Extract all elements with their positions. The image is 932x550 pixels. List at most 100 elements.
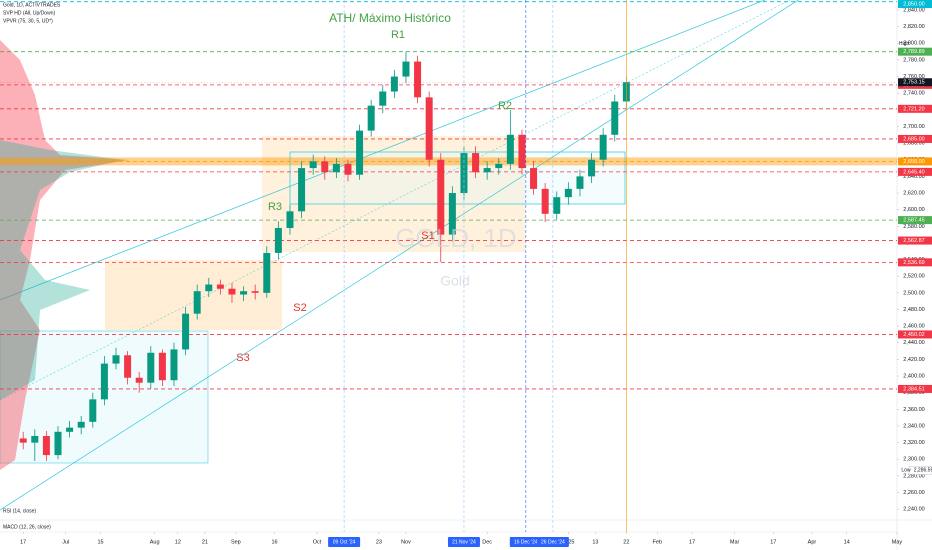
level-tag: [898, 384, 932, 393]
y-tick-label: 2,280.00: [903, 473, 924, 479]
level-tag-label: 2,658.00: [903, 159, 924, 165]
extreme-name: High: [899, 41, 910, 47]
candle-body: [298, 168, 306, 212]
level-tag-label: 2,789.89: [903, 49, 924, 55]
candle-body: [472, 153, 480, 173]
candle-body: [135, 377, 143, 383]
candle-body: [100, 363, 108, 400]
header-text: SVP HD (All, Up/Down): [3, 10, 55, 16]
annotation: S1: [421, 230, 434, 242]
candle-body: [216, 284, 224, 289]
candle-body: [599, 134, 607, 160]
indicator-label: RSI (14, close): [3, 508, 36, 514]
y-tick-label: 2,440.00: [903, 340, 924, 346]
indicator-label: MACD (12, 26, close): [3, 524, 51, 530]
candle-body: [54, 431, 62, 456]
y-tick-label: 2,380.00: [903, 390, 924, 396]
candle-body: [112, 355, 120, 364]
y-tick-label: 2,240.00: [903, 507, 924, 513]
candle-body: [251, 291, 259, 293]
x-tick-label: 15: [97, 539, 103, 545]
level-tag: [898, 157, 932, 166]
extreme-value: 2,286.59: [914, 468, 932, 474]
candle-body: [193, 291, 201, 314]
level-tag: [898, 167, 932, 176]
candle-body: [460, 153, 468, 194]
y-tick-label: 2,460.00: [903, 324, 924, 330]
x-tick-label: 22: [623, 539, 629, 545]
candle-body: [588, 159, 596, 177]
level-tag-label: 2,384.51: [903, 386, 924, 392]
level-tag: [898, 216, 932, 225]
x-tick-label: 17: [20, 539, 26, 545]
candle-body: [379, 91, 387, 106]
y-tick-label: 2,740.00: [903, 91, 924, 97]
candle-body: [147, 352, 155, 383]
x-tick-label: Feb: [653, 539, 662, 545]
annotation: R3: [268, 201, 282, 213]
level-tag-label: 2,450.02: [903, 332, 924, 338]
candle-body: [425, 97, 433, 160]
candle-body: [321, 161, 329, 173]
level-tag-label: 2,536.69: [903, 260, 924, 266]
candle-body: [158, 352, 166, 381]
level-tag-label: 2,562.87: [903, 238, 924, 244]
candle-body: [611, 101, 619, 135]
candle-body: [124, 355, 132, 378]
y-tick-label: 2,320.00: [903, 440, 924, 446]
candle-body: [66, 427, 74, 432]
candle-body: [437, 159, 445, 235]
box: [105, 260, 282, 330]
plot: [0, 1, 897, 461]
y-tick-label: 2,500.00: [903, 290, 924, 296]
level-tag-label: 2,587.45: [903, 218, 924, 224]
x-tick-label: 17: [689, 539, 695, 545]
last-price-label: 2,753.15: [903, 80, 924, 86]
channel-mid: [0, 0, 791, 401]
candle-body: [414, 61, 422, 98]
y-tick-label: 2,800.00: [903, 41, 924, 47]
annotation: R1: [391, 29, 405, 41]
level-tag: [898, 330, 932, 339]
candle-body: [344, 163, 352, 175]
y-tick-label: 2,520.00: [903, 274, 924, 280]
x-tick-label: Apr: [808, 539, 817, 545]
header-text: VPVR (75, 30, 5, UD*): [3, 18, 53, 24]
y-tick-label: 2,360.00: [903, 407, 924, 413]
date-tag: [509, 537, 542, 547]
y-tick-label: 2,580.00: [903, 224, 924, 230]
x-tick-label: Sep: [231, 539, 241, 545]
watermark: Gold: [440, 273, 470, 289]
candle-body: [518, 134, 526, 169]
date-tag: [447, 537, 480, 547]
x-tick-label: 16: [271, 539, 277, 545]
date-tag-label: 21 Nov '24: [452, 539, 476, 545]
y-tick-label: 2,260.00: [903, 490, 924, 496]
volume-profile: [0, 40, 130, 470]
extreme-name: Low: [901, 468, 911, 474]
candle-body: [240, 291, 248, 295]
y-tick-label: 2,480.00: [903, 307, 924, 313]
x-tick-label: Nov: [401, 539, 411, 545]
y-tick-label: 2,620.00: [903, 190, 924, 196]
candle-body: [19, 438, 27, 443]
y-tick-label: 2,600.00: [903, 207, 924, 213]
x-tick-label: 13: [592, 539, 598, 545]
x-tick-label: May: [892, 539, 903, 545]
date-tag: [328, 537, 361, 547]
level-tag: [898, 258, 932, 267]
x-tick-label: 12: [175, 539, 181, 545]
candle-body: [332, 163, 340, 173]
candle-body: [31, 435, 39, 443]
candle-body: [553, 197, 561, 214]
x-tick-label: Jul: [62, 539, 69, 545]
y-tick-label: 2,820.00: [903, 24, 924, 30]
watermark: GOLD, 1D: [395, 223, 516, 253]
volume-profile: [0, 140, 125, 400]
candle-body: [390, 76, 398, 92]
x-tick-label: Mar: [730, 539, 740, 545]
candle-body: [42, 435, 50, 456]
annotation: S3: [236, 352, 249, 364]
candle-body: [286, 211, 294, 228]
y-tick-label: 2,780.00: [903, 57, 924, 63]
